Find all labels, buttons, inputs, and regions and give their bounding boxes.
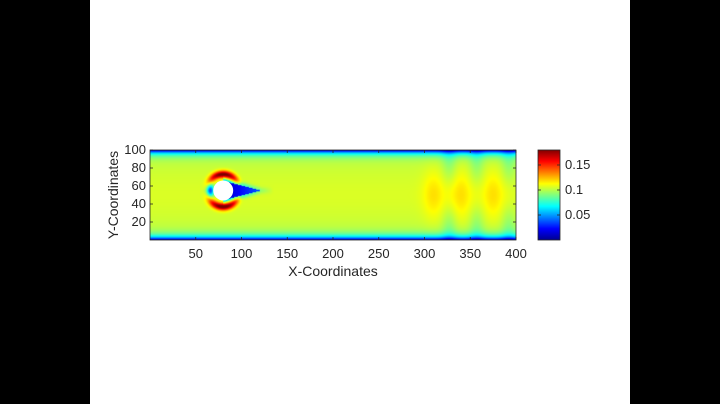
y-tick-label: 40 [132, 196, 146, 211]
heatmap-figure: 50 100 150 200 250 300 350 400 20 40 60 80 100 X-Co… [105, 142, 590, 279]
x-tick-label: 200 [322, 246, 344, 261]
velocity-field-heatmap [150, 150, 516, 240]
x-tick-label: 250 [368, 246, 390, 261]
colorbar-ticks: 0.05 0.1 0.15 [538, 157, 590, 222]
plot-area [149, 149, 517, 241]
y-tick-label: 20 [132, 214, 146, 229]
y-tick-label: 100 [124, 142, 146, 157]
y-tick-label: 80 [132, 160, 146, 175]
y-axis-label: Y-Coordinates [105, 151, 121, 239]
x-tick-label: 400 [505, 246, 527, 261]
x-tick-label: 150 [276, 246, 298, 261]
colorbar-tick-label: 0.15 [565, 157, 590, 172]
colorbar-gradient [537, 149, 561, 241]
colorbar: 0.05 0.1 0.15 [537, 149, 590, 241]
x-tick-label: 50 [189, 246, 203, 261]
cylinder-obstacle [213, 180, 234, 201]
y-axis-ticks: 20 40 60 80 100 [124, 142, 516, 229]
x-tick-label: 100 [231, 246, 253, 261]
x-tick-label: 350 [459, 246, 481, 261]
x-tick-label: 300 [414, 246, 436, 261]
x-axis-ticks: 50 100 150 200 250 300 350 400 [189, 150, 527, 261]
x-axis-label: X-Coordinates [288, 263, 378, 279]
colorbar-tick-label: 0.1 [565, 182, 583, 197]
colorbar-tick-label: 0.05 [565, 207, 590, 222]
y-tick-label: 60 [132, 178, 146, 193]
